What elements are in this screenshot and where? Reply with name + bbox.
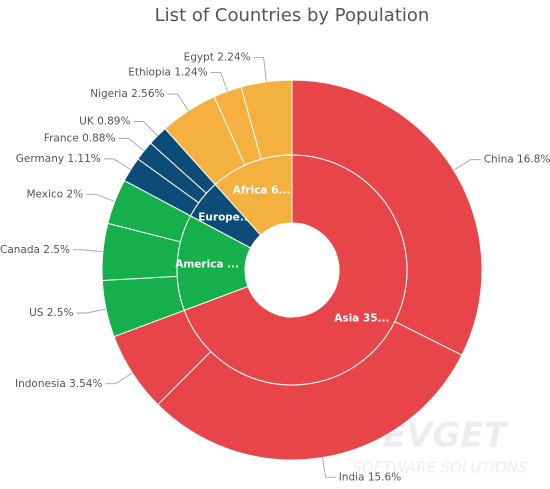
leader-line <box>72 249 103 253</box>
category-name: Egypt <box>184 51 214 63</box>
category-name: UK <box>79 116 95 128</box>
category-name: India <box>339 471 365 483</box>
value-label: 0.88% <box>82 132 115 144</box>
category-name: China <box>484 154 514 166</box>
category-name: Canada <box>0 244 40 256</box>
value-label: 2% <box>66 188 83 200</box>
category-name: Indonesia <box>15 378 66 390</box>
data-label: Indonesia 3.54% <box>15 378 103 390</box>
data-label: China 16.8% <box>484 154 550 166</box>
value-label: 1.11% <box>67 153 100 165</box>
value-label: 1.24% <box>174 66 207 78</box>
category-name: Mexico <box>26 188 63 200</box>
value-label: 2.5% <box>43 244 70 256</box>
group-label: Europe... <box>198 212 252 224</box>
group-label: Africa 6... <box>233 185 291 197</box>
value-label: 15.6% <box>368 471 401 483</box>
leader-line <box>103 158 131 170</box>
leader-line <box>322 457 336 478</box>
inner-segment <box>183 154 408 386</box>
data-label: UK 0.89% <box>79 116 130 128</box>
value-label: 16.8% <box>517 154 550 166</box>
category-name: Ethiopia <box>128 66 171 78</box>
chart-title: List of Countries by Population <box>155 5 430 26</box>
value-label: 2.5% <box>47 307 74 319</box>
data-label: India 15.6% <box>339 471 402 483</box>
data-label: Ethiopia 1.24% <box>128 66 207 78</box>
data-label: Canada 2.5% <box>0 244 70 256</box>
leader-line <box>86 193 115 202</box>
data-label: Nigeria 2.56% <box>90 88 164 100</box>
inner-segment <box>214 154 293 236</box>
data-label: Germany 1.11% <box>16 153 101 165</box>
category-name: Germany <box>16 153 64 165</box>
category-name: France <box>44 132 79 144</box>
leader-line <box>76 308 107 314</box>
category-name: Nigeria <box>90 88 128 100</box>
data-label: US 2.5% <box>29 307 73 319</box>
leader-line <box>210 72 228 92</box>
leader-line <box>167 93 189 111</box>
category-name: US <box>29 307 44 319</box>
group-label: Asia 35... <box>334 312 389 324</box>
watermark-sub: SOFTWARE SOLUTIONS <box>353 459 528 477</box>
leader-line <box>253 57 267 82</box>
value-label: 2.24% <box>217 51 250 63</box>
leader-line <box>133 121 158 136</box>
data-label: France 0.88% <box>44 132 116 144</box>
leader-line <box>118 137 145 152</box>
group-label: America ... <box>175 258 239 270</box>
value-label: 0.89% <box>97 116 130 128</box>
value-label: 2.56% <box>131 88 164 100</box>
value-label: 3.54% <box>69 378 102 390</box>
data-label: Mexico 2% <box>26 188 83 200</box>
data-label: Egypt 2.24% <box>184 51 251 63</box>
leader-line <box>453 159 481 171</box>
leader-line <box>105 372 133 385</box>
